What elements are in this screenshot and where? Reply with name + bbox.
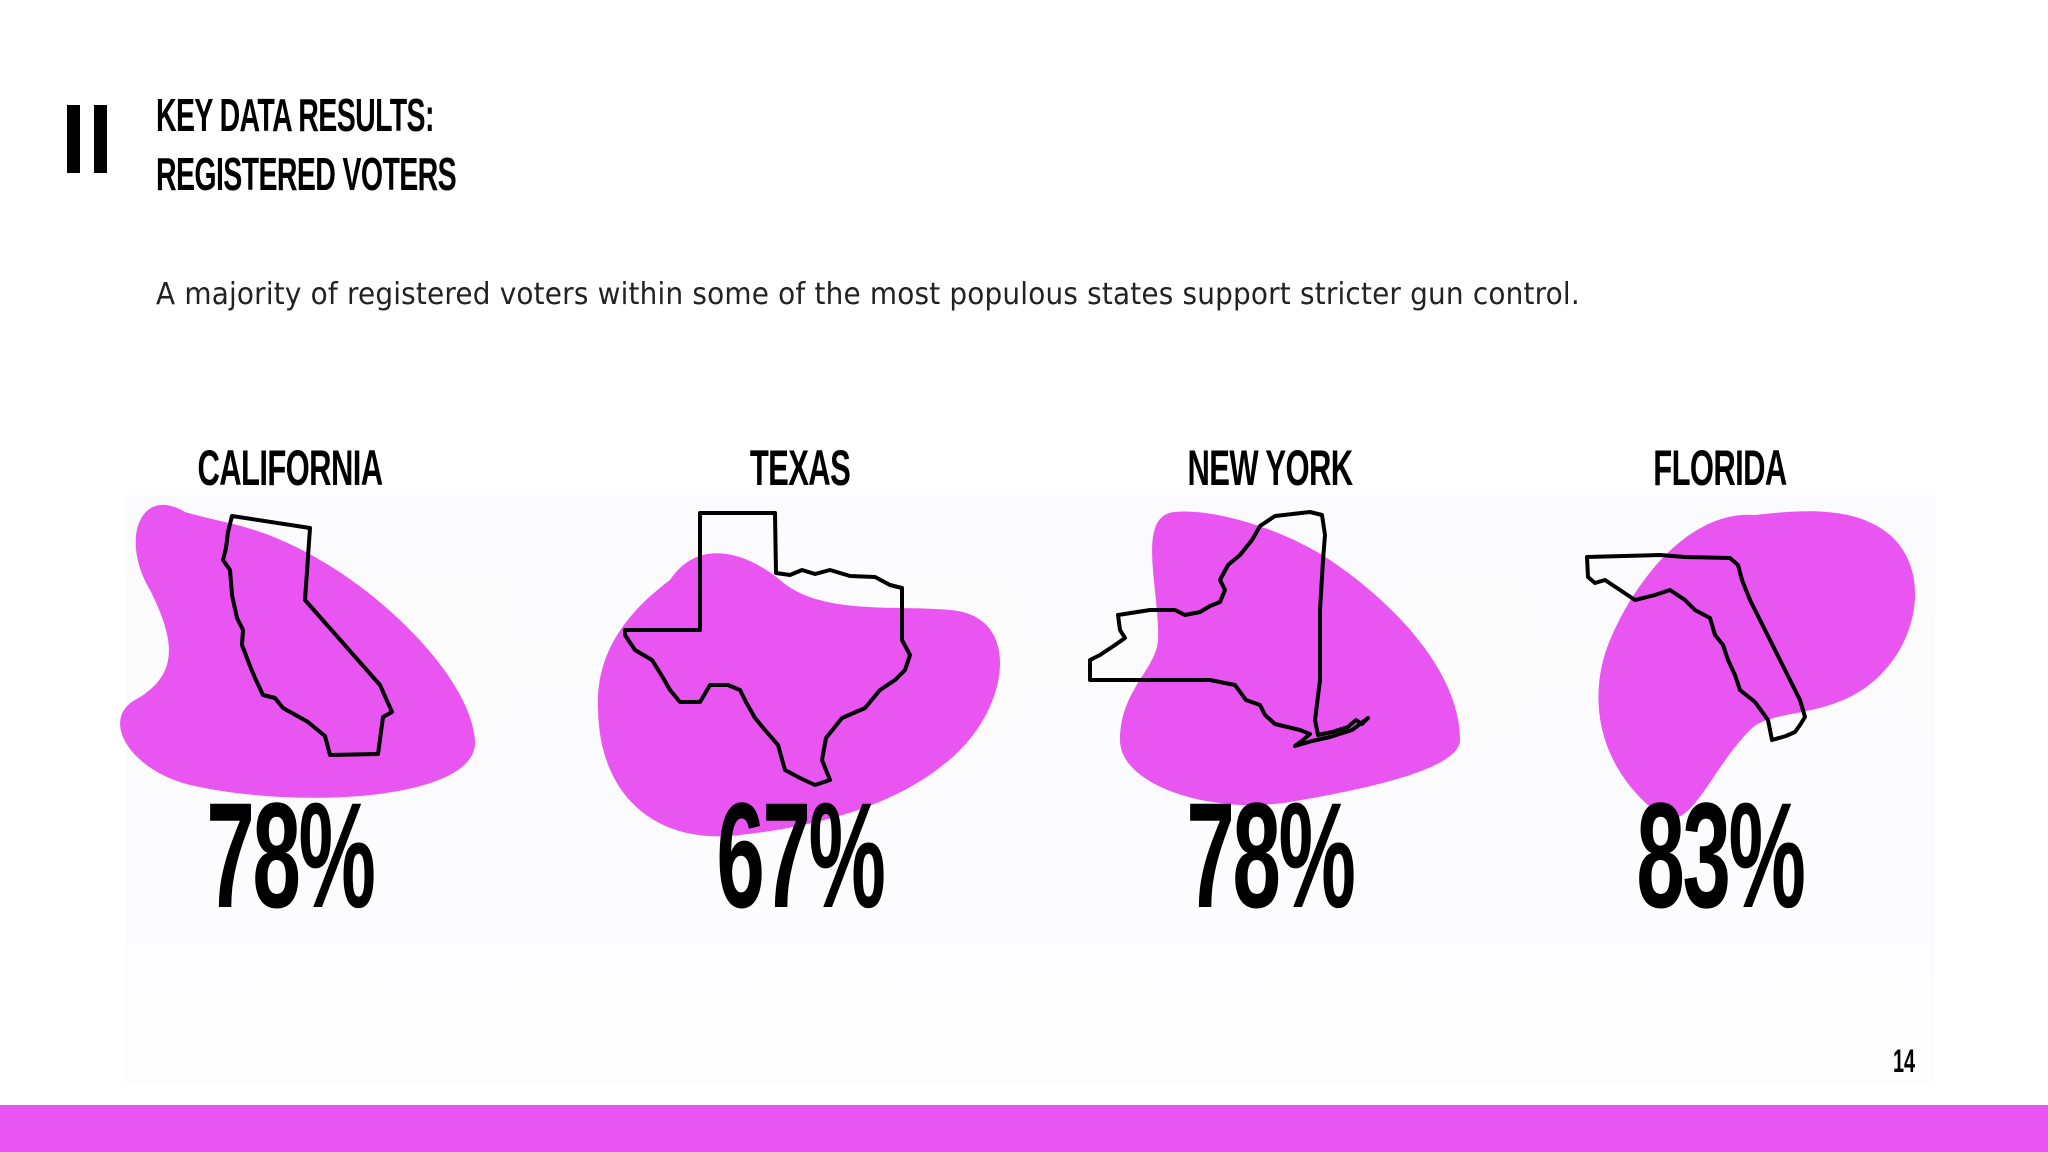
title-line-1: KEY DATA RESULTS: [156, 89, 434, 141]
state-card-texas: TEXAS 67% [590, 440, 1010, 940]
page-number: 14 [1893, 1043, 1916, 1079]
state-percentage: 83% [1636, 771, 1805, 939]
state-card-new-york: NEW YORK 78% [1060, 440, 1480, 940]
state-percentage: 67% [716, 771, 885, 939]
florida-outline-icon [1585, 511, 1916, 819]
texas-outline-icon [597, 511, 1000, 837]
state-card-florida: FLORIDA 83% [1510, 440, 1930, 940]
california-outline-icon [120, 504, 476, 798]
title-line-2: REGISTERED VOTERS [156, 148, 457, 200]
state-percentage: 78% [206, 771, 375, 939]
subtitle: A majority of registered voters within s… [156, 277, 1580, 312]
state-name: NEW YORK [1187, 440, 1354, 496]
state-name: CALIFORNIA [197, 440, 384, 496]
new-york-outline-icon [1088, 510, 1460, 806]
bottom-accent-bar [0, 1105, 2048, 1152]
state-card-california: CALIFORNIA 78% [80, 440, 500, 940]
state-name: TEXAS [749, 440, 851, 496]
state-name: FLORIDA [1653, 440, 1787, 496]
section-number-mark [67, 105, 107, 173]
state-percentage: 78% [1186, 771, 1355, 939]
